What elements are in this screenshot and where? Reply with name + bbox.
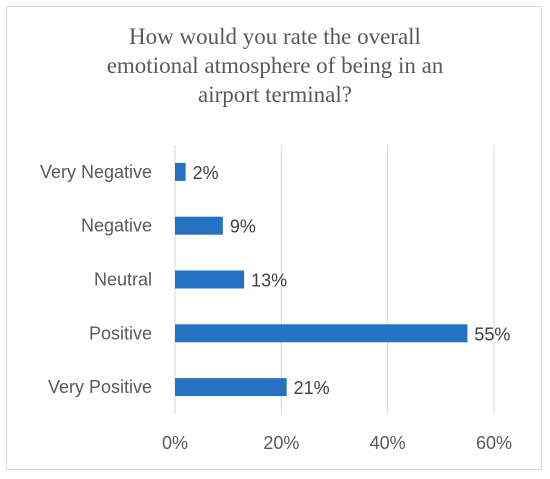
category-label: Neutral (94, 270, 152, 290)
x-tick-label: 0% (162, 433, 188, 453)
chart-title: How would you rate the overall emotional… (106, 24, 444, 107)
x-tick-label: 60% (476, 433, 512, 453)
category-label: Very Positive (48, 377, 152, 397)
category-label: Very Negative (40, 162, 152, 182)
value-label: 55% (474, 324, 510, 344)
category-label: Positive (89, 323, 152, 343)
bar (175, 324, 468, 343)
value-label: 13% (251, 271, 287, 291)
bar (175, 270, 245, 289)
bar (175, 378, 287, 397)
value-label: 9% (230, 217, 256, 237)
value-label: 21% (294, 378, 330, 398)
bar (175, 216, 223, 235)
x-tick-label: 40% (370, 433, 406, 453)
category-label: Negative (81, 216, 152, 236)
bar (175, 162, 186, 181)
x-tick-label: 20% (263, 433, 299, 453)
value-label: 2% (193, 163, 219, 183)
